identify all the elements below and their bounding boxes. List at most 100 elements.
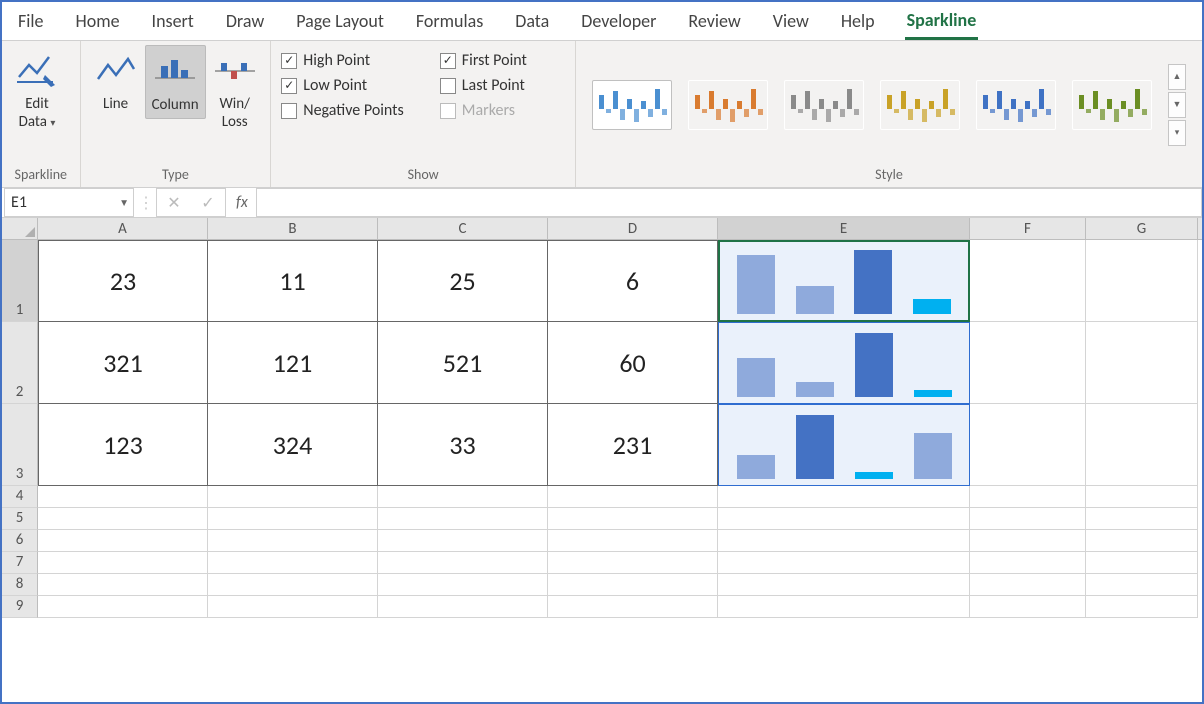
cell[interactable] [1086,552,1198,574]
cell[interactable] [378,552,548,574]
cell[interactable] [1086,574,1198,596]
tab-review[interactable]: Review [686,4,742,38]
cell[interactable] [1086,322,1198,404]
edit-data-button[interactable]: Edit Data ▾ [8,45,66,135]
last-point-checkbox[interactable]: Last Point [440,76,527,95]
column-header-F[interactable]: F [970,218,1086,239]
first-point-checkbox[interactable]: ✓First Point [440,51,527,70]
cancel-icon[interactable]: ✕ [167,193,180,213]
cell[interactable] [378,574,548,596]
style-swatch[interactable] [592,80,672,130]
cell[interactable] [548,530,718,552]
cell[interactable] [38,530,208,552]
cell[interactable] [208,596,378,618]
cell[interactable] [970,404,1086,486]
cell[interactable] [548,486,718,508]
cell[interactable] [38,596,208,618]
column-header-E[interactable]: E [718,218,970,239]
cell[interactable] [718,552,970,574]
cell[interactable]: 33 [378,404,548,486]
cell[interactable] [718,508,970,530]
cell[interactable] [548,596,718,618]
tab-developer[interactable]: Developer [579,4,658,38]
cell[interactable] [38,574,208,596]
cell[interactable]: 60 [548,322,718,404]
style-swatch[interactable] [880,80,960,130]
line-button[interactable]: Line [87,45,145,117]
cell[interactable] [970,596,1086,618]
sparkline-cell[interactable] [718,240,970,322]
style-scroll-more[interactable]: ▾ [1168,120,1186,146]
row-header[interactable]: 3 [2,404,38,486]
cell[interactable] [378,486,548,508]
cell[interactable] [548,508,718,530]
cell[interactable]: 121 [208,322,378,404]
cell[interactable]: 23 [38,240,208,322]
enter-icon[interactable]: ✓ [201,193,214,213]
cell[interactable] [548,552,718,574]
row-header[interactable]: 6 [2,530,38,552]
column-header-A[interactable]: A [38,218,208,239]
tab-sparkline[interactable]: Sparkline [905,3,979,40]
tab-view[interactable]: View [771,4,811,38]
cell[interactable]: 521 [378,322,548,404]
formula-input[interactable] [256,188,1202,217]
cell[interactable] [718,596,970,618]
style-swatch[interactable] [784,80,864,130]
select-all-corner[interactable] [2,218,38,239]
row-header[interactable]: 5 [2,508,38,530]
style-scroll-up[interactable]: ▲ [1168,64,1186,90]
cell[interactable] [1086,486,1198,508]
high-point-checkbox[interactable]: ✓High Point [281,51,404,70]
tab-insert[interactable]: Insert [150,4,196,38]
cell[interactable]: 321 [38,322,208,404]
row-header[interactable]: 9 [2,596,38,618]
style-swatch[interactable] [976,80,1056,130]
negative-points-checkbox[interactable]: Negative Points [281,101,404,120]
row-header[interactable]: 7 [2,552,38,574]
tab-page-layout[interactable]: Page Layout [294,4,386,38]
style-scroll-down[interactable]: ▼ [1168,92,1186,118]
cell[interactable] [38,552,208,574]
cell[interactable] [970,322,1086,404]
tab-formulas[interactable]: Formulas [414,4,485,38]
column-header-B[interactable]: B [208,218,378,239]
cell[interactable]: 6 [548,240,718,322]
cell[interactable] [718,574,970,596]
cell[interactable]: 231 [548,404,718,486]
cell[interactable] [208,508,378,530]
cell[interactable] [38,486,208,508]
sparkline-cell[interactable] [718,322,970,404]
row-header[interactable]: 8 [2,574,38,596]
tab-home[interactable]: Home [74,4,122,38]
cell[interactable] [970,240,1086,322]
cell[interactable] [548,574,718,596]
cell[interactable] [970,486,1086,508]
cell[interactable] [718,530,970,552]
name-box[interactable]: E1▼ [4,188,134,217]
cell[interactable] [378,596,548,618]
column-header-C[interactable]: C [378,218,548,239]
cell[interactable]: 25 [378,240,548,322]
cell[interactable] [38,508,208,530]
cell[interactable] [378,530,548,552]
cell[interactable] [208,530,378,552]
row-header[interactable]: 1 [2,240,38,322]
cell[interactable] [970,530,1086,552]
cell[interactable] [970,508,1086,530]
cell[interactable] [1086,508,1198,530]
cell[interactable]: 123 [38,404,208,486]
cell[interactable] [718,486,970,508]
row-header[interactable]: 4 [2,486,38,508]
cell[interactable]: 324 [208,404,378,486]
sparkline-cell[interactable] [718,404,970,486]
tab-draw[interactable]: Draw [224,4,266,38]
column-header-G[interactable]: G [1086,218,1198,239]
cell[interactable] [1086,240,1198,322]
tab-help[interactable]: Help [839,4,877,38]
column-header-D[interactable]: D [548,218,718,239]
style-swatch[interactable] [1072,80,1152,130]
cell[interactable] [1086,530,1198,552]
cell[interactable] [208,552,378,574]
cell[interactable] [970,552,1086,574]
